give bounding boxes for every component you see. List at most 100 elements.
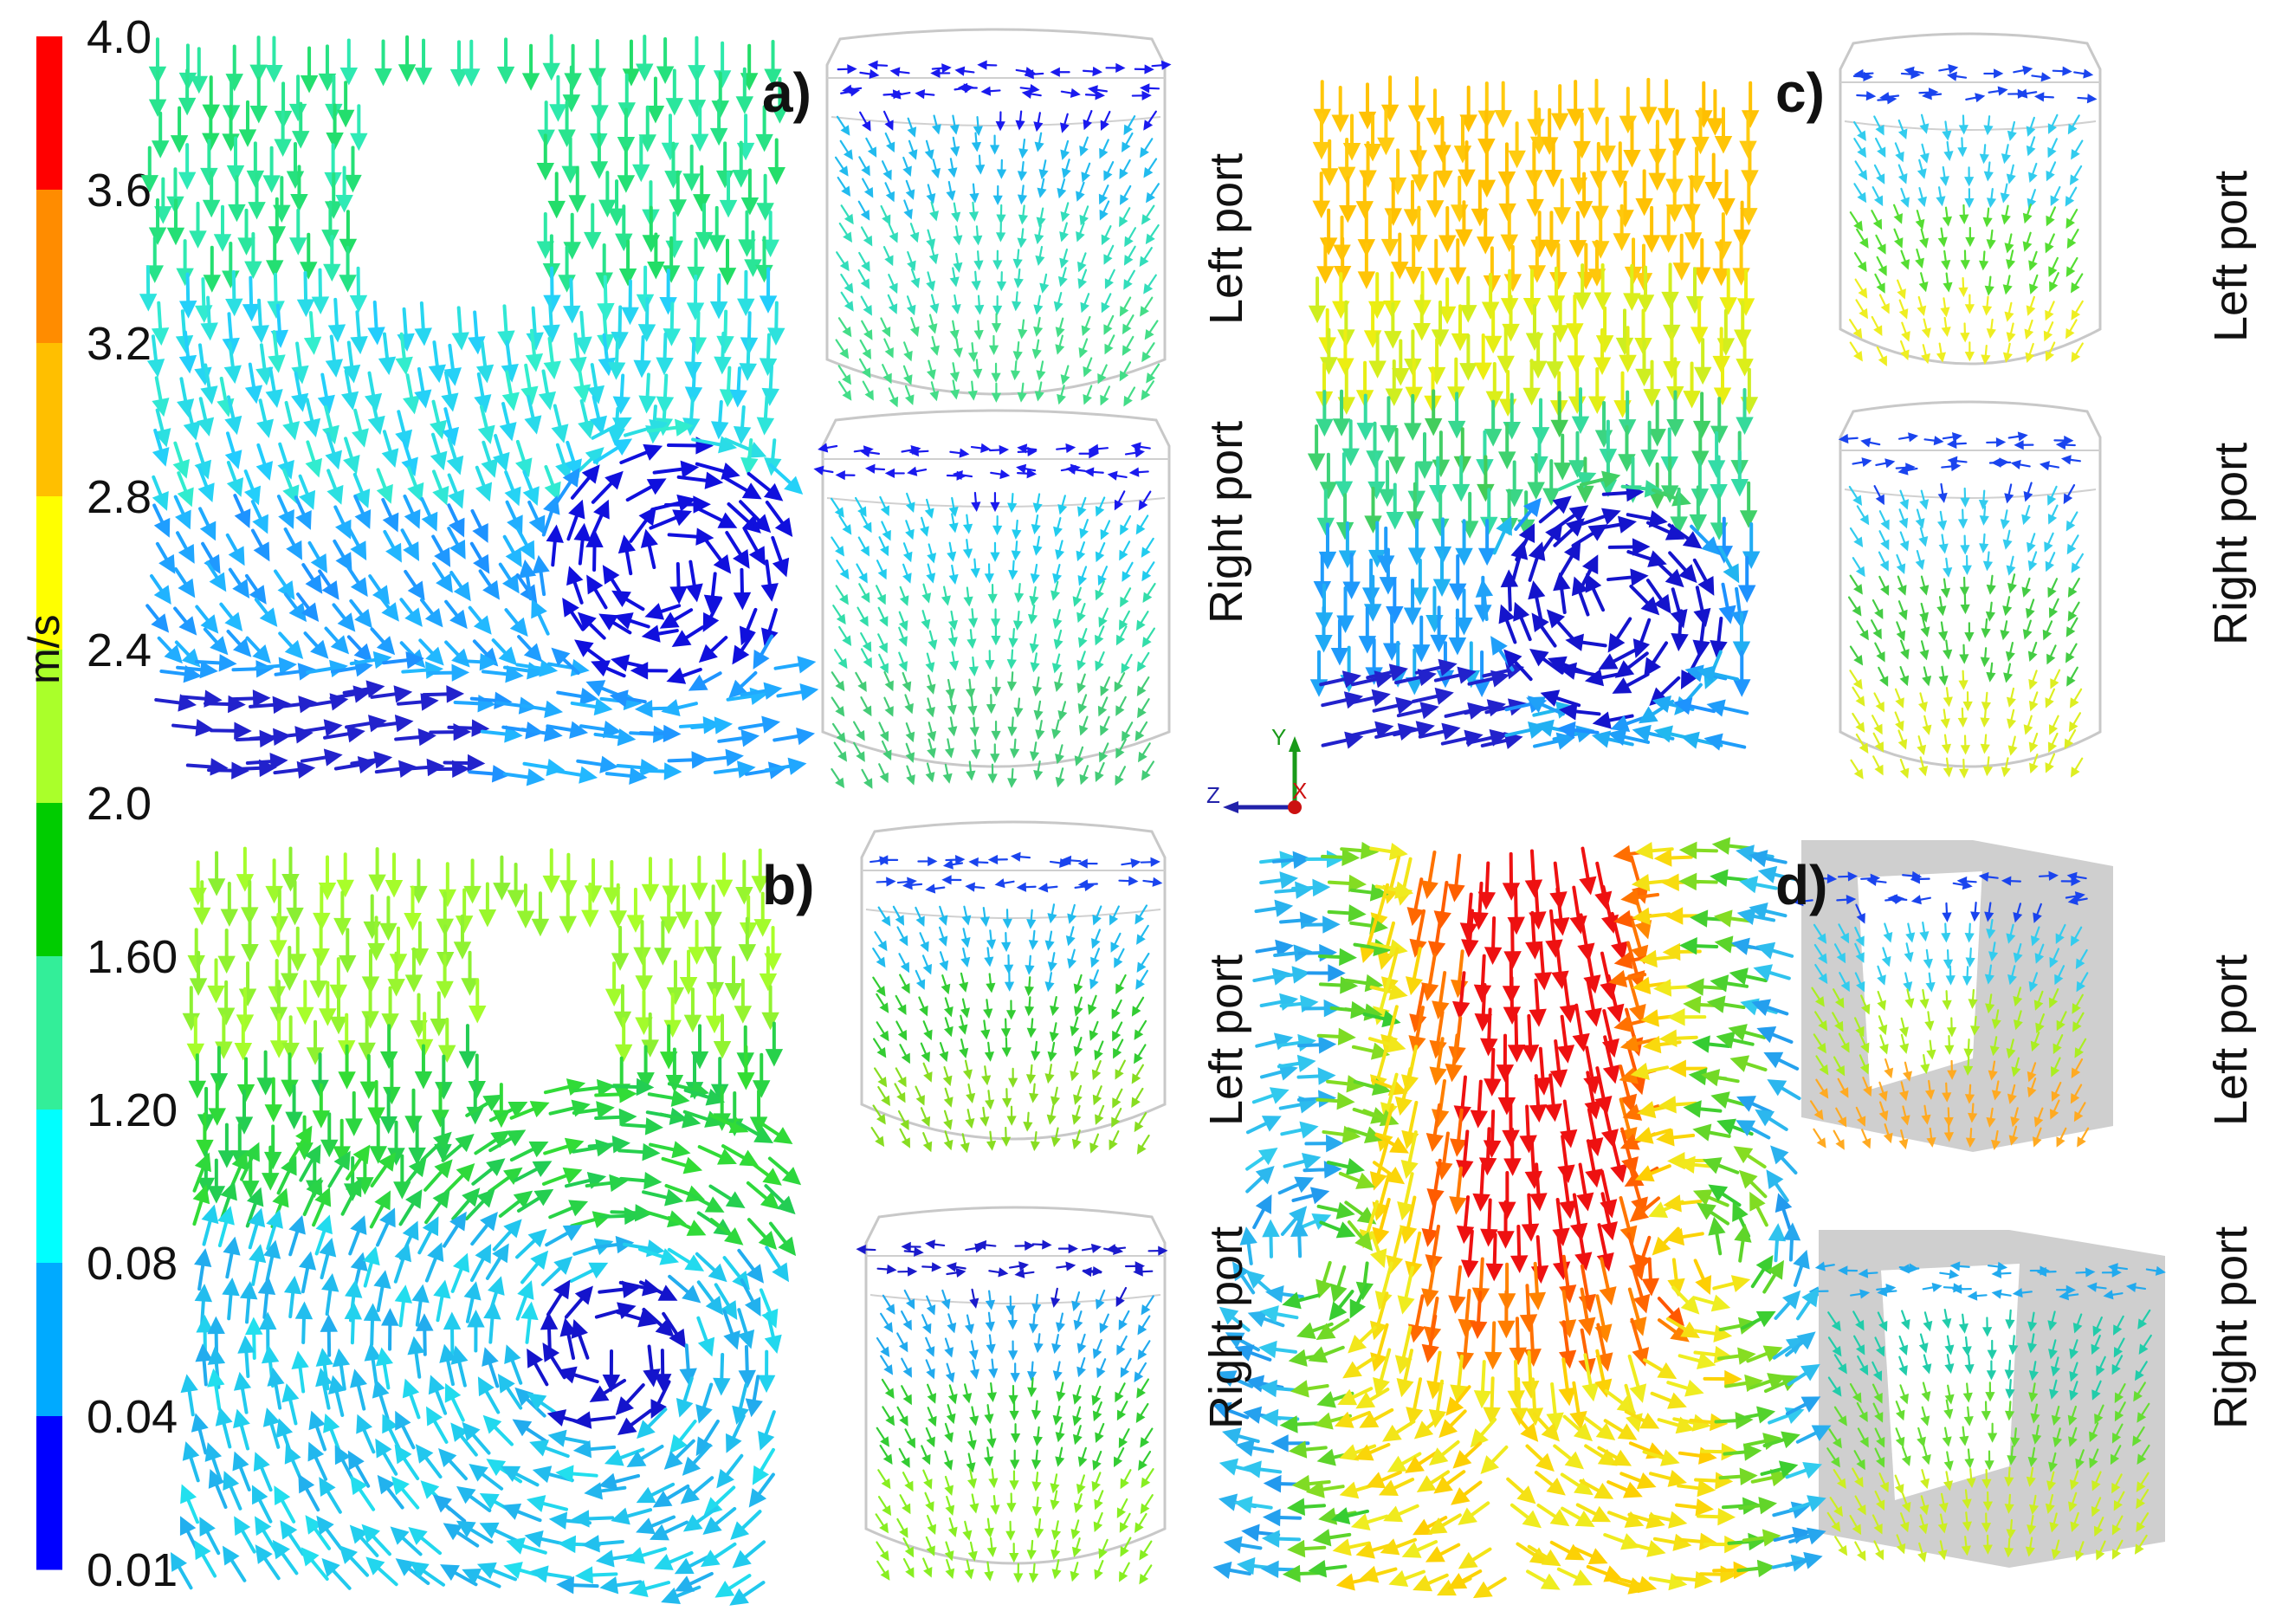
velocity-vector bbox=[746, 1181, 772, 1203]
velocity-vector-head bbox=[1904, 998, 1915, 1009]
velocity-vector bbox=[568, 1372, 599, 1384]
velocity-vector-head bbox=[618, 1085, 637, 1103]
velocity-vector-head bbox=[572, 1411, 592, 1429]
velocity-vector-head bbox=[1898, 1090, 1909, 1102]
velocity-vector-head bbox=[1983, 125, 1994, 136]
velocity-vector-head bbox=[1991, 1139, 2001, 1150]
velocity-vector-head bbox=[232, 1451, 249, 1472]
velocity-vector-head bbox=[1078, 347, 1089, 359]
velocity-vector-head bbox=[225, 298, 243, 317]
velocity-vector bbox=[655, 1380, 671, 1409]
velocity-vector-head bbox=[1077, 637, 1088, 649]
velocity-vector-head bbox=[480, 1212, 498, 1232]
velocity-vector-head bbox=[2048, 266, 2058, 277]
velocity-vector bbox=[301, 1262, 311, 1294]
velocity-vector-head bbox=[543, 294, 561, 314]
velocity-vector bbox=[603, 275, 608, 310]
velocity-vector-head bbox=[1076, 1483, 1086, 1495]
velocity-vector-head bbox=[1918, 1343, 1929, 1354]
velocity-vector-head bbox=[710, 1084, 729, 1103]
velocity-vector-head bbox=[901, 1052, 910, 1064]
velocity-vector-head bbox=[980, 1029, 991, 1040]
velocity-vector-head bbox=[1076, 659, 1086, 671]
velocity-vector-head bbox=[319, 1238, 337, 1258]
velocity-vector-head bbox=[838, 165, 849, 177]
velocity-vector bbox=[266, 1220, 278, 1251]
velocity-vector-head bbox=[207, 985, 225, 1004]
velocity-vector-head bbox=[2065, 196, 2075, 207]
velocity-vector-head bbox=[1138, 500, 1148, 511]
velocity-vector-head bbox=[336, 109, 355, 128]
velocity-vector-head bbox=[1118, 1437, 1128, 1449]
velocity-vector-head bbox=[784, 476, 804, 495]
velocity-vector-head bbox=[2036, 1266, 2047, 1278]
velocity-vector-head bbox=[1146, 191, 1155, 204]
velocity-vector-head bbox=[2050, 678, 2059, 689]
velocity-vector bbox=[876, 1541, 887, 1556]
velocity-vector-head bbox=[574, 639, 594, 657]
velocity-vector-head bbox=[242, 1181, 260, 1199]
velocity-vector bbox=[274, 669, 306, 676]
velocity-vector bbox=[835, 585, 846, 600]
velocity-vector-head bbox=[509, 617, 528, 637]
velocity-vector-head bbox=[493, 883, 511, 901]
velocity-vector-head bbox=[876, 956, 886, 968]
velocity-vector-head bbox=[318, 73, 337, 92]
velocity-vector-head bbox=[301, 602, 320, 623]
velocity-vector-head bbox=[286, 540, 302, 560]
velocity-vector-head bbox=[443, 367, 462, 386]
velocity-vector-head bbox=[1002, 918, 1012, 929]
velocity-vector bbox=[873, 1038, 883, 1053]
velocity-vector-head bbox=[1915, 218, 1925, 230]
velocity-vector-head bbox=[772, 557, 790, 578]
velocity-vector-head bbox=[581, 909, 599, 928]
velocity-vector-head bbox=[947, 637, 958, 648]
velocity-vector-head bbox=[2003, 672, 2014, 683]
velocity-vector-head bbox=[2007, 974, 2017, 986]
velocity-vector-head bbox=[1920, 1415, 1930, 1427]
velocity-vector bbox=[451, 1195, 474, 1221]
velocity-vector-head bbox=[1115, 1296, 1125, 1308]
velocity-vector-head bbox=[666, 987, 685, 1006]
velocity-vector-head bbox=[957, 82, 968, 94]
velocity-vector-head bbox=[883, 1322, 894, 1333]
velocity-vector-head bbox=[617, 136, 636, 155]
velocity-vector-head bbox=[1061, 855, 1072, 866]
velocity-vector-head bbox=[899, 595, 909, 606]
velocity-vector-head bbox=[453, 581, 471, 602]
velocity-vector bbox=[551, 535, 558, 567]
velocity-vector-head bbox=[1074, 755, 1084, 767]
velocity-vector bbox=[531, 306, 538, 340]
velocity-vector-head bbox=[200, 614, 219, 634]
velocity-vector-head bbox=[261, 1344, 280, 1364]
velocity-vector bbox=[564, 1294, 586, 1319]
velocity-vector bbox=[831, 671, 842, 687]
velocity-vector-head bbox=[1010, 370, 1021, 381]
velocity-vector-head bbox=[971, 281, 981, 291]
velocity-vector-head bbox=[1092, 1265, 1103, 1277]
velocity-vector bbox=[625, 482, 657, 502]
velocity-vector-head bbox=[2005, 1388, 2015, 1400]
velocity-vector-head bbox=[634, 1204, 653, 1222]
velocity-vector-head bbox=[1991, 1019, 2001, 1030]
velocity-vector bbox=[1853, 252, 1865, 268]
velocity-vector bbox=[465, 1525, 494, 1544]
velocity-vector-head bbox=[436, 573, 453, 593]
velocity-vector-head bbox=[486, 1459, 507, 1477]
velocity-vector-head bbox=[1986, 197, 1997, 209]
colorbar-label: 0.08 bbox=[87, 1238, 178, 1290]
velocity-vector-head bbox=[482, 579, 501, 600]
velocity-vector bbox=[2072, 688, 2083, 703]
velocity-vector-head bbox=[929, 303, 940, 314]
velocity-vector-head bbox=[1130, 857, 1141, 869]
velocity-vector-head bbox=[404, 1116, 423, 1134]
velocity-vector-head bbox=[876, 1113, 886, 1125]
velocity-vector-head bbox=[991, 323, 1002, 333]
velocity-vector-head bbox=[309, 980, 327, 999]
velocity-vector bbox=[1144, 537, 1154, 553]
velocity-vector-head bbox=[323, 1413, 340, 1433]
velocity-vector bbox=[197, 343, 206, 375]
velocity-vector-head bbox=[740, 729, 760, 747]
velocity-vector-head bbox=[2002, 284, 2013, 295]
velocity-vector-head bbox=[1024, 986, 1035, 997]
